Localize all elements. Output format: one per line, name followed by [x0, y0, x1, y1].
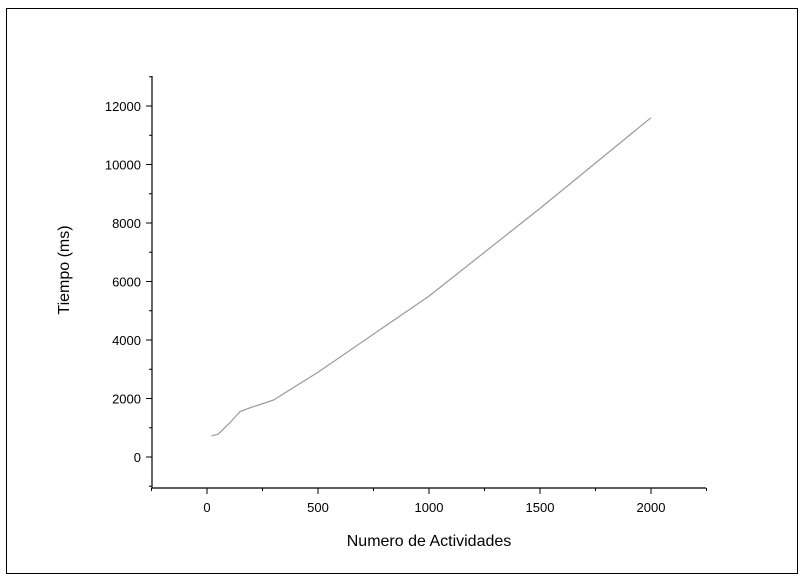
y-tick-label: 0	[134, 450, 141, 465]
x-tick-label: 2000	[637, 500, 666, 515]
x-tick-label: 1000	[415, 500, 444, 515]
x-tick-label: 0	[203, 500, 210, 515]
y-tick-label: 6000	[112, 275, 141, 290]
y-axis-title: Tiempo (ms)	[56, 225, 73, 314]
x-axis-title: Numero de Actividades	[347, 533, 512, 550]
figure-frame	[6, 8, 798, 574]
y-tick-label: 4000	[112, 333, 141, 348]
x-tick-label: 500	[307, 500, 329, 515]
y-tick-label: 10000	[105, 158, 141, 173]
chart-labels: Numero de Actividades Tiempo (ms)	[56, 225, 511, 550]
y-tick-label: 12000	[105, 99, 141, 114]
chart-axes: 0 2000 4000 6000 8000 10000 12000 0 500 1000 1500 2…	[105, 76, 707, 515]
x-tick-label: 1500	[526, 500, 555, 515]
y-tick-label: 2000	[112, 392, 141, 407]
series-layer	[211, 117, 652, 437]
y-tick-label: 8000	[112, 216, 141, 231]
series-line	[211, 117, 652, 437]
